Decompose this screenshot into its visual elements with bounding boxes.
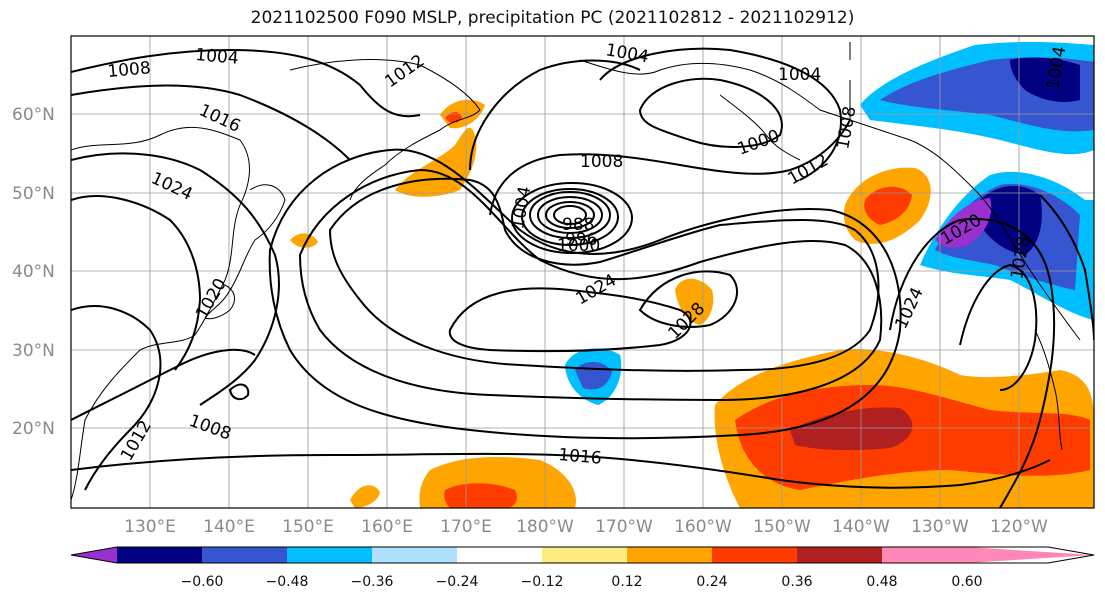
lon-tick-label: 140°E [203, 517, 255, 537]
lon-tick-label: 160°E [361, 517, 413, 537]
latitude-labels: 60°N 50°N 40°N 30°N 20°N [12, 105, 55, 439]
colorbar-bin [117, 547, 202, 563]
gridlines [71, 36, 1094, 508]
plot-frame [70, 35, 1095, 509]
colorbar-tick-label: 0.36 [781, 574, 812, 590]
colorbar-tick-label: 0.12 [611, 574, 642, 590]
colorbar-tick-label: 0.48 [866, 574, 897, 590]
map-title: 2021102500 F090 MSLP, precipitation PC (… [250, 8, 855, 28]
colorbar-extend-left [71, 547, 117, 563]
lon-tick-label: 170°W [595, 517, 653, 537]
lon-tick-label: 160°W [674, 517, 732, 537]
lat-tick-label: 50°N [12, 184, 55, 204]
coastlines [71, 42, 1081, 501]
colorbar: −0.60 −0.48 −0.36 −0.24 −0.12 0.12 0.24 … [70, 546, 1095, 590]
lat-tick-label: 60°N [12, 105, 55, 125]
lat-tick-label: 40°N [12, 262, 55, 282]
lon-tick-label: 150°E [282, 517, 334, 537]
colorbar-tick-label: 0.24 [696, 574, 727, 590]
isobar-label: 1004 [778, 65, 821, 85]
colorbar-bin [372, 547, 457, 563]
colorbar-tick-label: −0.60 [181, 574, 224, 590]
longitude-labels: 130°E 140°E 150°E 160°E 170°E 180°W 170°… [124, 517, 1048, 537]
colorbar-bin [202, 547, 287, 563]
lon-tick-label: 140°W [832, 517, 890, 537]
lon-tick-label: 150°W [753, 517, 811, 537]
lon-tick-label: 130°E [124, 517, 176, 537]
lon-tick-label: 120°W [990, 517, 1048, 537]
colorbar-bin [457, 547, 542, 563]
colorbar-bin [627, 547, 712, 563]
colorbar-tick-label: −0.36 [351, 574, 394, 590]
lon-tick-label: 170°E [440, 517, 492, 537]
colorbar-tick-label: 0.60 [951, 574, 982, 590]
colorbar-tick-label: −0.48 [266, 574, 309, 590]
colorbar-tick-label: −0.24 [436, 574, 479, 590]
colorbar-bin [882, 547, 967, 563]
isobar-label: 1008 [580, 152, 623, 172]
colorbar-extend-right [967, 547, 1094, 563]
isobar-label: 1004 [195, 45, 240, 69]
colorbar-bin [712, 547, 797, 563]
colorbar-bin [287, 547, 372, 563]
lon-tick-label: 180°W [516, 517, 574, 537]
isobar-label: 988 [562, 215, 594, 235]
colorbar-bin [542, 547, 627, 563]
lat-tick-label: 20°N [12, 419, 55, 439]
isobar-label: 1008 [107, 58, 152, 82]
lon-tick-label: 130°W [911, 517, 969, 537]
lat-tick-label: 30°N [12, 341, 55, 361]
colorbar-tick-label: −0.12 [521, 574, 564, 590]
colorbar-outline [70, 546, 1095, 564]
isobar-label: 1016 [558, 445, 603, 469]
isobar-label: 1000 [557, 236, 600, 256]
isobar-contours [71, 47, 1094, 508]
colorbar-bin [797, 547, 882, 563]
isobar-label: 996 [565, 230, 597, 250]
